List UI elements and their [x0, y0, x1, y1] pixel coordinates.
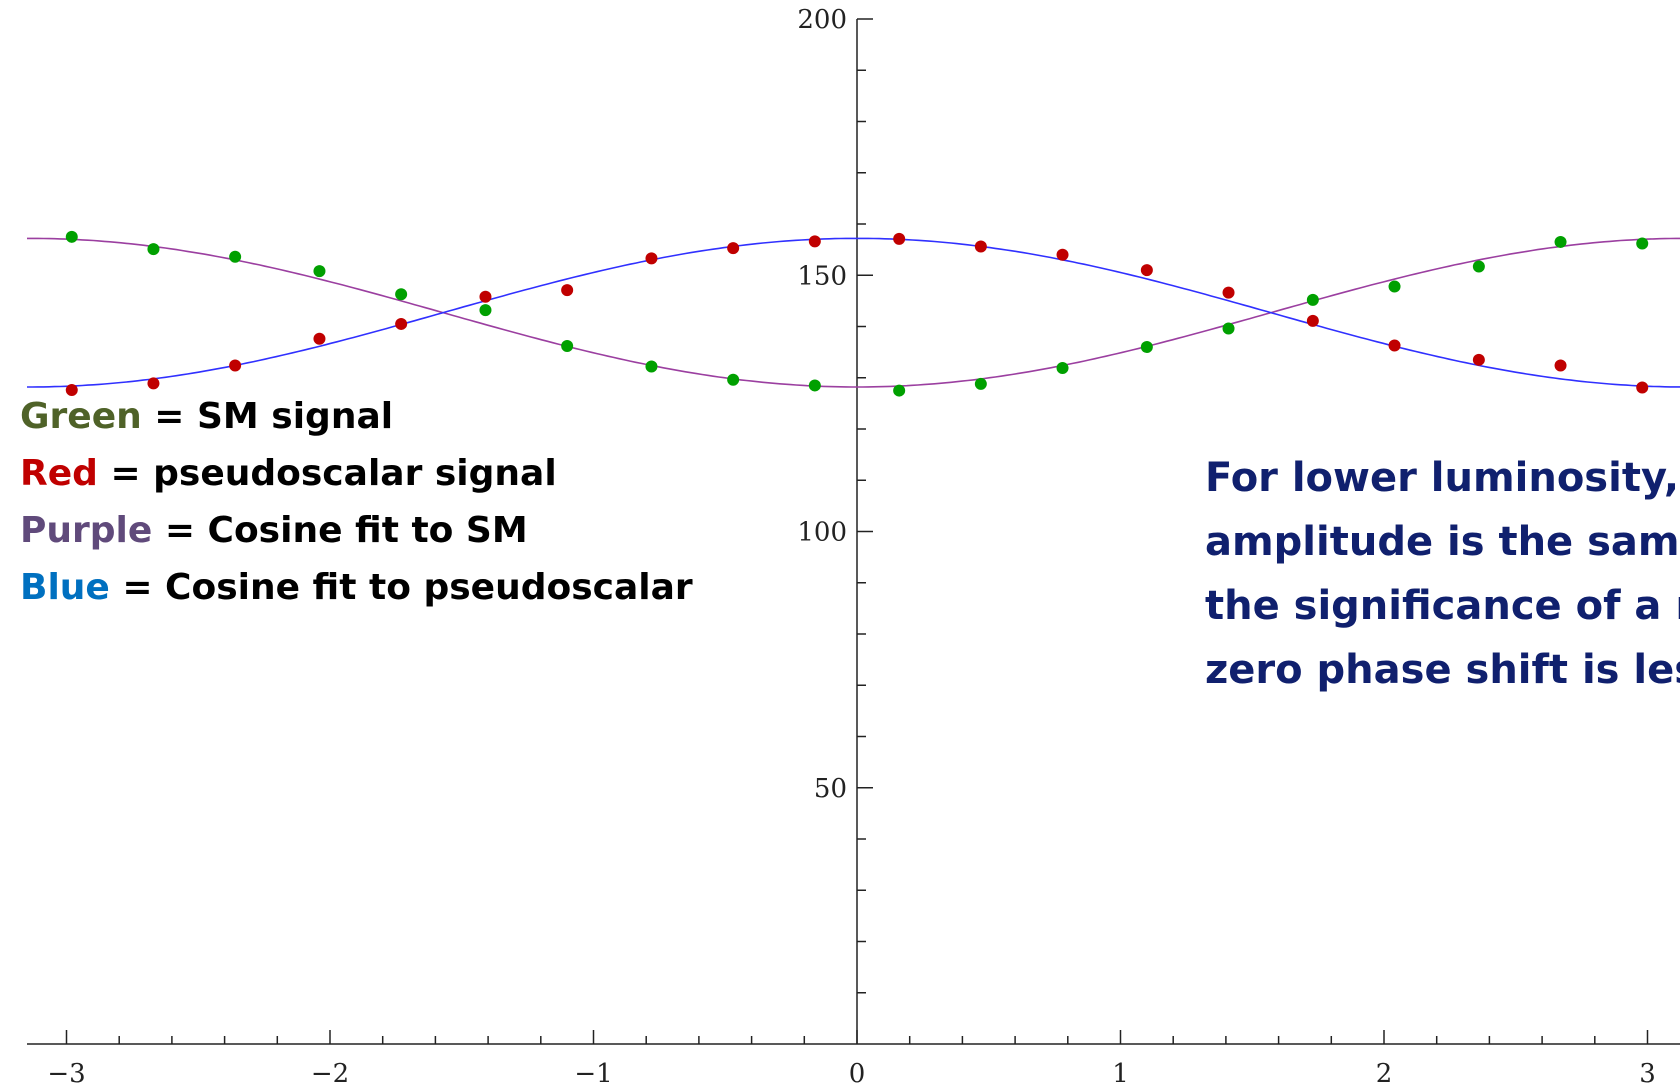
data-point-series-0 [561, 339, 574, 352]
note-line-1: For lower luminosity, [1205, 455, 1680, 501]
note-line-3: the significance of a n [1205, 583, 1680, 629]
fit-curves [27, 237, 1680, 388]
data-point-series-0 [1140, 341, 1153, 353]
data-point-series-0 [479, 304, 492, 317]
legend-row-purple: Purple = Cosine fit to SM [20, 502, 693, 559]
legend-text-green: = SM signal [141, 396, 394, 437]
legend-row-blue: Blue = Cosine fit to pseudoscalar [20, 559, 693, 616]
data-point-series-1 [893, 232, 906, 245]
data-point-series-0 [727, 373, 740, 386]
data-point-series-0 [1306, 293, 1319, 306]
data-point-series-1 [147, 377, 160, 390]
legend-row-red: Red = pseudoscalar signal [20, 445, 693, 502]
data-point-series-1 [561, 284, 574, 297]
axes: −3 −2 −1 0 1 2 3 50 100 150 200 [27, 5, 1680, 1085]
data-point-series-1 [1388, 339, 1401, 352]
y-tick-label: 100 [797, 518, 847, 548]
data-point-series-0 [1222, 322, 1235, 335]
note-line-2: amplitude is the same [1205, 519, 1680, 565]
data-points [65, 230, 1649, 397]
data-point-series-0 [645, 360, 658, 373]
data-point-series-0 [1554, 235, 1567, 248]
data-point-series-0 [1472, 260, 1485, 273]
legend: Green = SM signal Red = pseudoscalar sig… [20, 388, 693, 616]
data-point-series-0 [229, 250, 242, 263]
legend-text-purple: = Cosine fit to SM [152, 510, 528, 551]
data-point-series-0 [1056, 362, 1069, 375]
x-tick-label: 3 [1639, 1059, 1656, 1085]
legend-text-red: = pseudoscalar signal [97, 453, 557, 494]
x-tick-label: 1 [1112, 1059, 1129, 1085]
y-tick-label: 150 [797, 261, 847, 291]
y-tick-label: 50 [814, 774, 847, 804]
legend-key-green: Green [20, 396, 142, 437]
legend-row-green: Green = SM signal [20, 388, 693, 445]
data-point-series-1 [1056, 248, 1069, 261]
data-point-series-1 [974, 240, 987, 253]
legend-text-blue: = Cosine fit to pseudoscalar [109, 567, 693, 608]
y-tick-label: 200 [797, 5, 847, 35]
data-point-series-0 [1636, 237, 1649, 250]
data-point-series-1 [395, 317, 408, 330]
x-tick-label: 2 [1376, 1059, 1393, 1085]
data-point-series-0 [1388, 280, 1401, 293]
data-point-series-1 [1554, 359, 1567, 372]
data-point-series-1 [479, 290, 492, 303]
data-point-series-1 [1140, 264, 1153, 277]
annotation-note: For lower luminosity, amplitude is the s… [1205, 446, 1680, 702]
legend-key-red: Red [20, 453, 98, 494]
data-point-series-1 [645, 252, 658, 265]
note-line-4: zero phase shift is less [1205, 647, 1680, 693]
data-point-series-0 [893, 384, 906, 397]
data-point-series-0 [974, 377, 987, 390]
data-point-series-0 [147, 243, 160, 256]
data-point-series-1 [65, 384, 78, 397]
data-point-series-1 [1472, 353, 1485, 366]
x-tick-label: −2 [311, 1059, 349, 1085]
data-point-series-1 [1222, 286, 1235, 299]
x-tick-label: 0 [849, 1059, 866, 1085]
legend-key-blue: Blue [20, 567, 110, 608]
data-point-series-1 [1636, 381, 1649, 394]
data-point-series-0 [65, 230, 78, 243]
x-tick-label: −3 [47, 1059, 85, 1085]
fit-curve-3 [27, 237, 1680, 388]
data-point-series-0 [313, 265, 326, 278]
data-point-series-0 [395, 288, 408, 301]
data-point-series-1 [313, 332, 326, 345]
data-point-series-1 [1306, 314, 1319, 327]
data-point-series-1 [229, 359, 242, 372]
data-point-series-1 [808, 235, 821, 248]
data-point-series-0 [808, 379, 821, 392]
legend-key-purple: Purple [20, 510, 153, 551]
data-point-series-1 [727, 242, 740, 255]
fit-curve-2 [27, 237, 1680, 388]
x-tick-label: −1 [574, 1059, 612, 1085]
